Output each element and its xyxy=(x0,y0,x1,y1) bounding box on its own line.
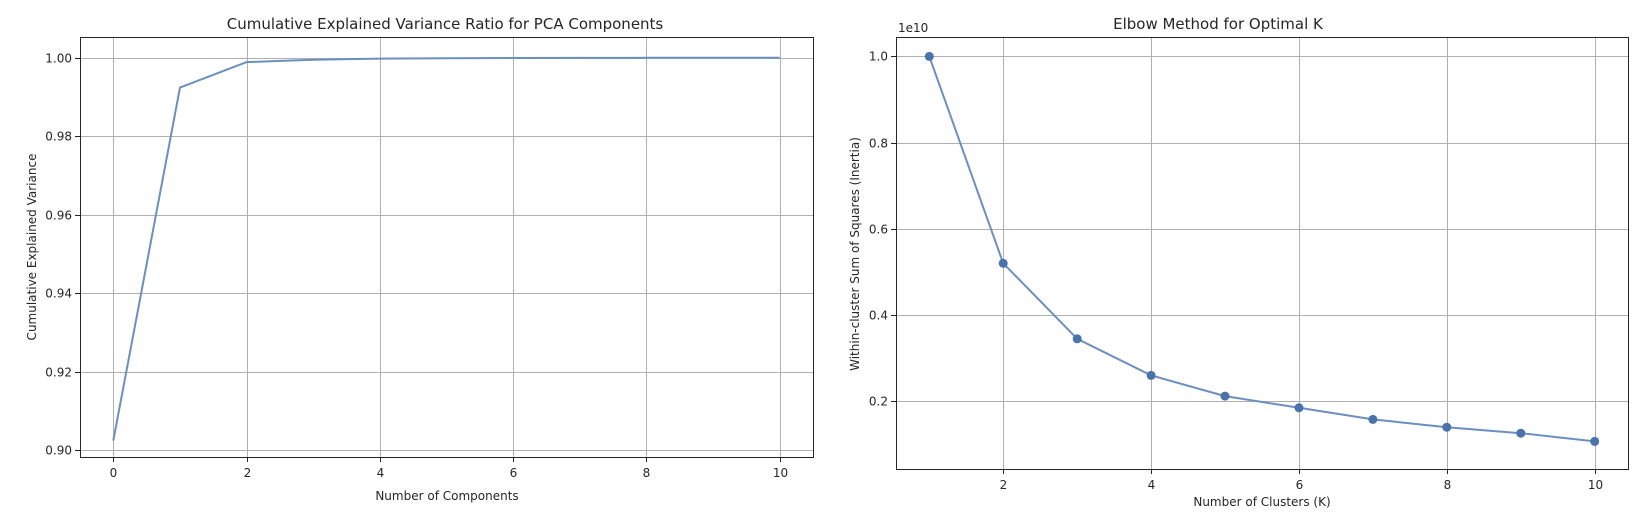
y-tick-label: 1.0 xyxy=(869,50,888,64)
chart-title: Cumulative Explained Variance Ratio for … xyxy=(227,15,664,33)
x-tick-label: 6 xyxy=(1296,478,1304,492)
x-tick-label: 10 xyxy=(773,466,788,480)
elbow-method-chart: Elbow Method for Optimal K 2 4 6 8 10 0.2 0.4 0… xyxy=(848,15,1629,509)
data-point xyxy=(1072,334,1082,344)
y-tick-label: 0.98 xyxy=(45,130,72,144)
plot-frame xyxy=(896,37,1629,470)
x-axis-label: Number of Components xyxy=(375,489,518,503)
x-tick-label: 4 xyxy=(1148,478,1156,492)
x-tick-label: 4 xyxy=(377,466,385,480)
grid-lines xyxy=(896,37,1628,469)
tick-group: 2 4 6 8 10 0.2 0.4 0.6 0.8 1.0 xyxy=(869,50,1603,493)
y-offset-label: 1e10 xyxy=(898,21,928,35)
x-tick-label: 2 xyxy=(1000,478,1008,492)
data-point xyxy=(998,258,1008,268)
x-tick-label: 10 xyxy=(1588,478,1603,492)
data-point xyxy=(1294,403,1304,413)
y-tick-label: 0.96 xyxy=(45,209,72,223)
data-point xyxy=(1442,422,1452,432)
series-group xyxy=(924,51,1600,446)
y-axis-label: Within-cluster Sum of Squares (Inertia) xyxy=(848,137,862,371)
chart-title: Elbow Method for Optimal K xyxy=(1113,15,1324,33)
plot-frame xyxy=(80,37,814,458)
y-tick-label: 1.00 xyxy=(45,52,72,66)
x-tick-label: 0 xyxy=(110,466,118,480)
y-tick-label: 0.8 xyxy=(869,137,888,151)
y-tick-label: 0.4 xyxy=(869,309,888,323)
y-axis-label: Cumulative Explained Variance xyxy=(25,154,39,341)
data-point xyxy=(1590,436,1600,446)
y-tick-label: 0.6 xyxy=(869,223,888,237)
x-tick-label: 8 xyxy=(643,466,651,480)
y-tick-label: 0.2 xyxy=(869,395,888,409)
x-tick-label: 8 xyxy=(1444,478,1452,492)
data-point xyxy=(1368,414,1378,424)
data-point xyxy=(1220,391,1230,401)
data-point xyxy=(924,51,934,61)
series-group xyxy=(112,56,780,441)
x-tick-label: 2 xyxy=(244,466,252,480)
y-tick-label: 0.90 xyxy=(45,444,72,458)
y-tick-label: 0.92 xyxy=(45,366,72,380)
y-tick-label: 0.94 xyxy=(45,287,72,301)
series-line xyxy=(928,56,1595,443)
data-point xyxy=(1516,428,1526,438)
pca-variance-chart: Cumulative Explained Variance Ratio for … xyxy=(25,15,814,503)
tick-group: 0 2 4 6 8 10 0.90 0.92 0.94 0.96 0.98 1.00 xyxy=(45,52,788,481)
x-axis-label: Number of Clusters (K) xyxy=(1193,495,1330,509)
data-point xyxy=(1146,370,1156,380)
series-line xyxy=(112,56,780,441)
x-tick-label: 6 xyxy=(510,466,518,480)
